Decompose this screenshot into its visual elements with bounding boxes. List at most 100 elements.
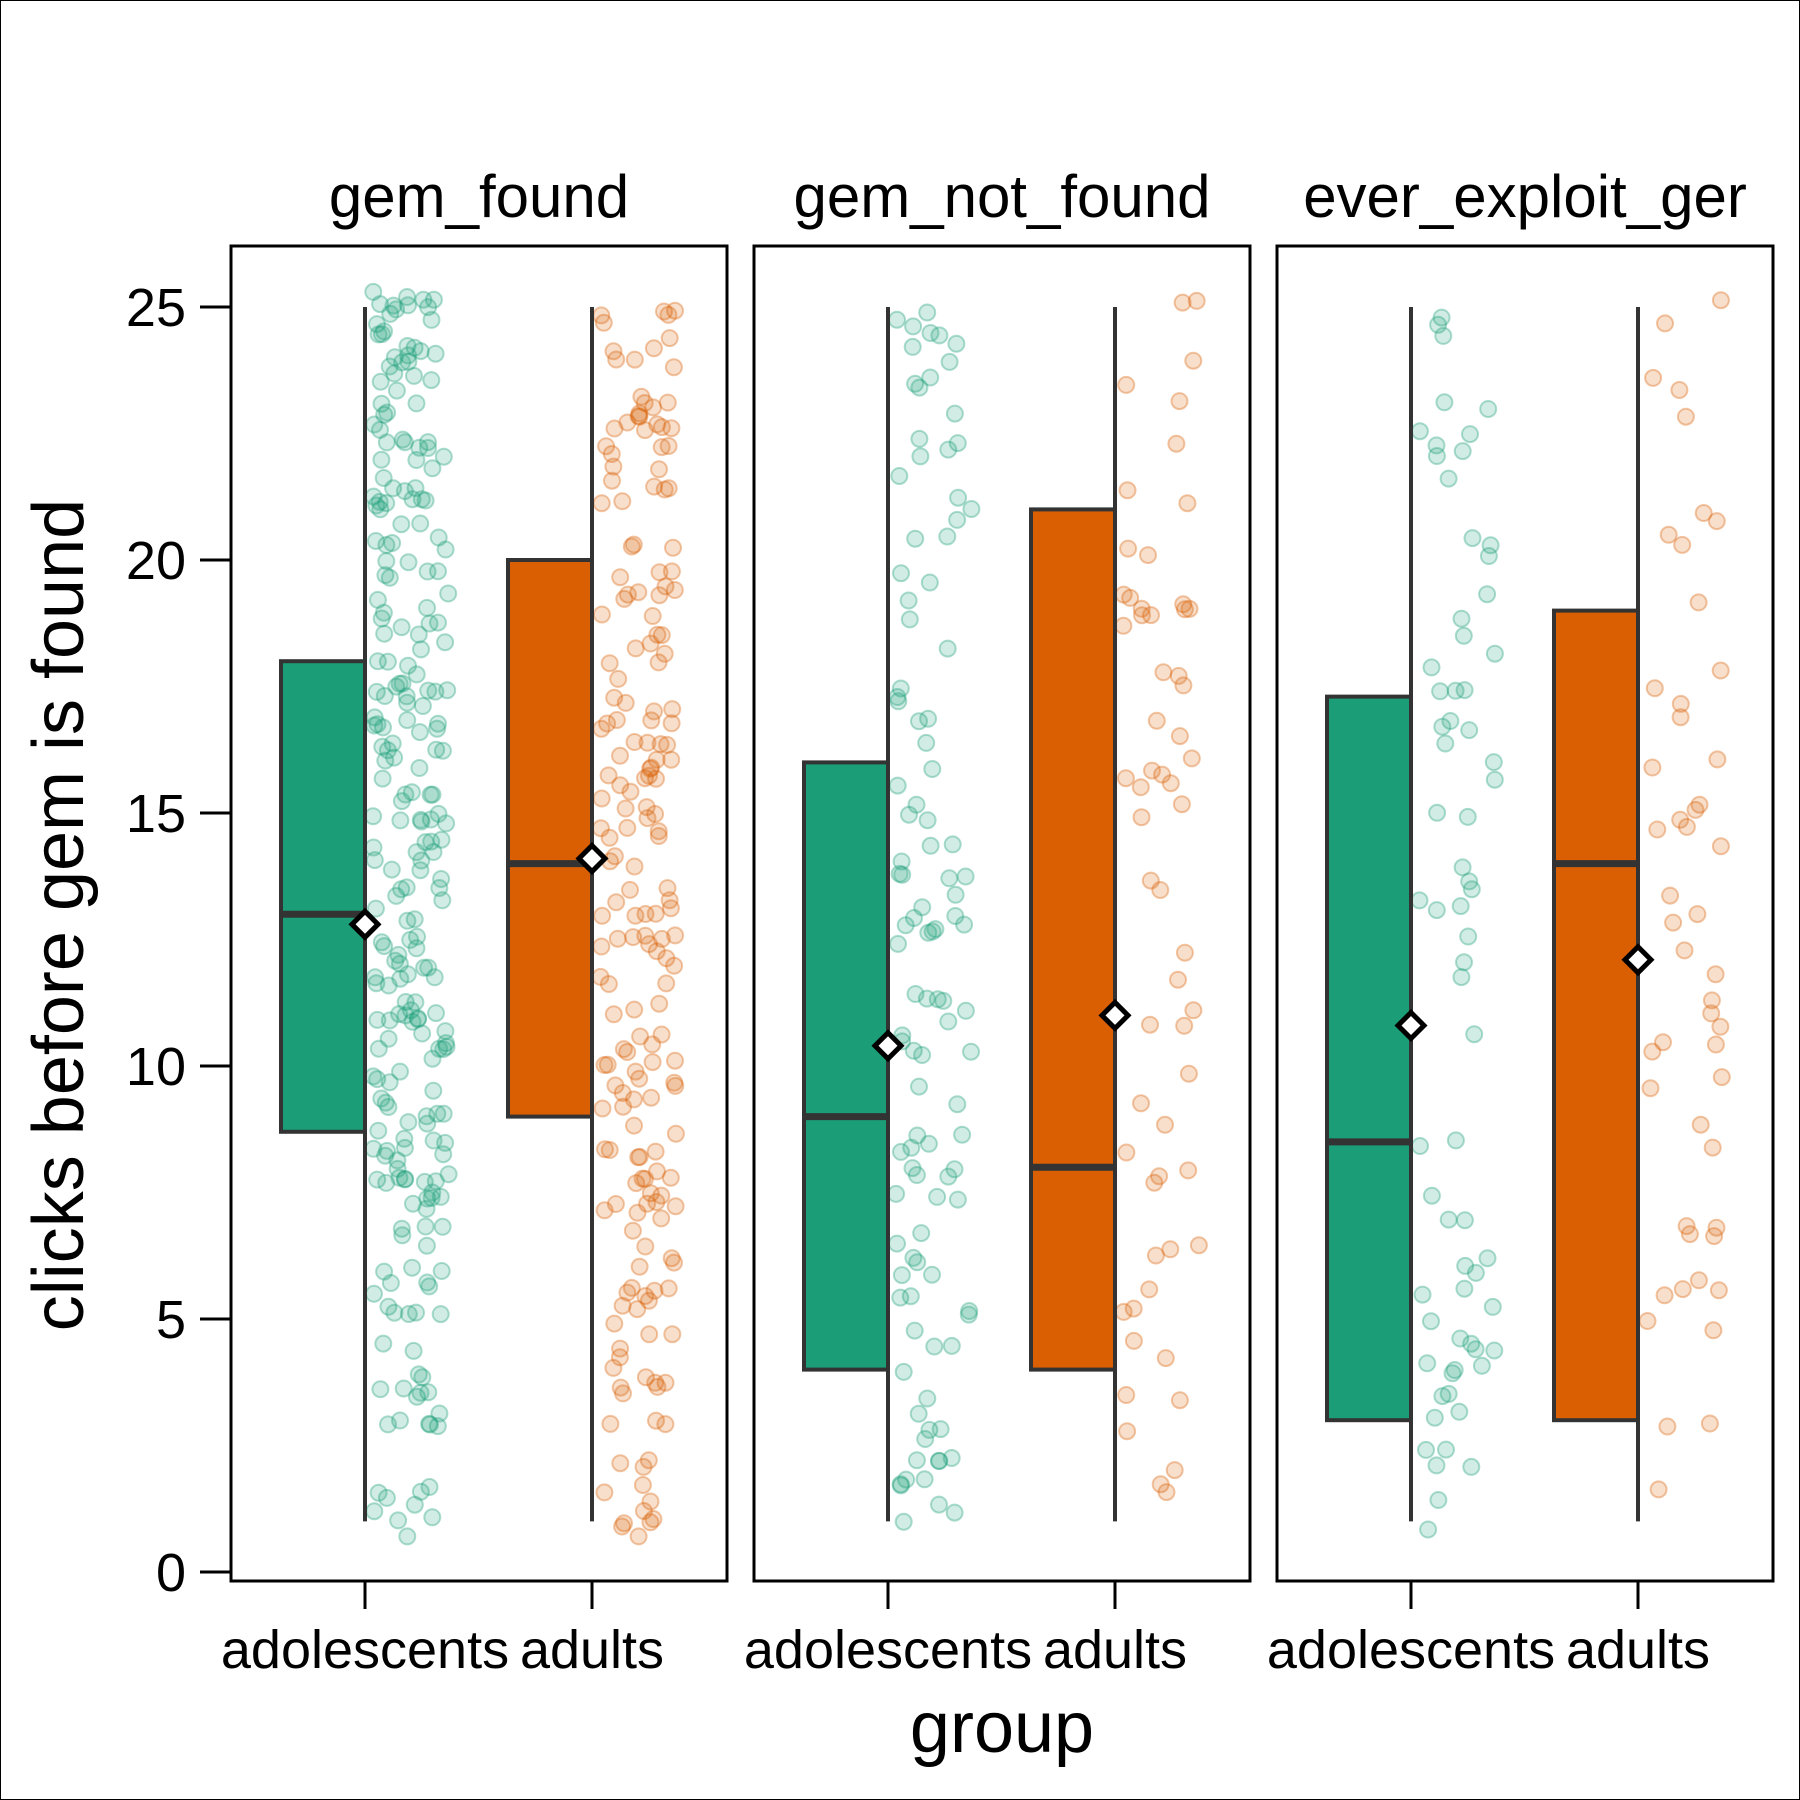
data-point: [614, 1097, 633, 1116]
data-point: [387, 886, 406, 905]
data-point: [666, 1051, 684, 1070]
data-point: [636, 1368, 655, 1387]
data-point: [407, 394, 426, 413]
data-point: [385, 748, 404, 767]
data-point: [611, 568, 630, 587]
data-point: [959, 1305, 978, 1324]
data-point: [658, 393, 677, 412]
data-point: [615, 1514, 633, 1533]
data-point: [663, 1325, 682, 1344]
data-point: [1175, 1016, 1194, 1035]
data-point: [372, 1089, 391, 1108]
data-point: [618, 818, 637, 837]
data-point: [595, 1056, 614, 1074]
data-point: [646, 1373, 665, 1392]
data-point: [379, 976, 398, 995]
data-point: [1150, 1167, 1169, 1186]
data-point: [913, 898, 932, 917]
data-point: [646, 805, 665, 823]
data-point: [417, 1236, 436, 1255]
data-point: [904, 1041, 923, 1060]
data-point: [1452, 968, 1471, 987]
data-point: [1446, 1131, 1465, 1150]
data-point: [1142, 606, 1160, 625]
data-point: [386, 951, 405, 970]
data-point: [1711, 291, 1730, 310]
data-point: [644, 398, 663, 417]
data-point: [371, 295, 390, 314]
box-adults: [506, 558, 594, 1119]
data-point: [396, 785, 415, 804]
data-point: [1680, 1225, 1699, 1244]
data-point: [598, 1055, 617, 1074]
data-point: [397, 878, 416, 897]
data-point: [393, 353, 412, 372]
data-point: [420, 1277, 439, 1296]
data-point: [422, 310, 441, 329]
data-point: [947, 334, 966, 353]
data-point: [418, 1189, 437, 1208]
data-point: [618, 1283, 637, 1302]
data-point: [371, 372, 390, 391]
data-point: [409, 625, 428, 644]
data-point: [652, 438, 671, 457]
data-point: [656, 577, 675, 596]
data-point: [650, 994, 669, 1013]
data-point: [1175, 600, 1194, 619]
data-point: [600, 654, 619, 673]
data-point: [613, 1517, 632, 1536]
data-point: [1479, 547, 1498, 565]
data-point: [1485, 770, 1504, 789]
data-point: [603, 471, 621, 490]
data-point: [607, 711, 626, 729]
data-point: [593, 906, 612, 925]
data-point: [408, 927, 426, 946]
data-point: [622, 537, 641, 556]
data-point: [403, 490, 422, 509]
data-point: [644, 339, 663, 358]
box-adolescents: [802, 760, 890, 1372]
data-point: [1429, 1491, 1448, 1509]
data-point: [380, 357, 399, 376]
data-point: [1179, 1161, 1198, 1180]
data-point: [1147, 711, 1166, 730]
data-point: [385, 1303, 404, 1322]
data-point: [892, 564, 910, 583]
data-point: [939, 1012, 958, 1031]
data-point: [918, 303, 937, 322]
data-point: [892, 852, 911, 871]
data-point: [413, 697, 432, 715]
data-point: [660, 329, 679, 348]
data-point: [411, 1482, 430, 1501]
data-point: [894, 1362, 913, 1381]
data-point: [415, 958, 434, 977]
data-point: [611, 1378, 630, 1397]
data-point: [903, 337, 922, 356]
data-point: [1131, 778, 1150, 797]
data-point: [1478, 1249, 1497, 1268]
data-point: [660, 891, 679, 910]
data-point: [1439, 1210, 1458, 1229]
data-point: [887, 1184, 906, 1203]
data-point: [1711, 837, 1730, 856]
data-point: [622, 1278, 641, 1297]
data-point: [413, 1368, 432, 1387]
data-point: [640, 935, 659, 954]
data-point: [1433, 1387, 1452, 1406]
data-point: [371, 420, 389, 439]
data-point: [946, 907, 965, 925]
data-point: [369, 1483, 388, 1502]
data-point: [889, 934, 907, 953]
data-point: [399, 1305, 418, 1323]
data-point: [403, 1012, 422, 1031]
data-point: [611, 776, 630, 795]
data-point: [949, 488, 968, 507]
data-point: [369, 1039, 388, 1058]
data-point: [398, 693, 417, 712]
data-point: [1174, 595, 1193, 614]
data-point: [1167, 434, 1186, 453]
data-point: [637, 798, 656, 817]
data-point: [368, 590, 387, 609]
facet-title: gem_not_found: [793, 163, 1210, 230]
data-point: [1671, 694, 1690, 713]
